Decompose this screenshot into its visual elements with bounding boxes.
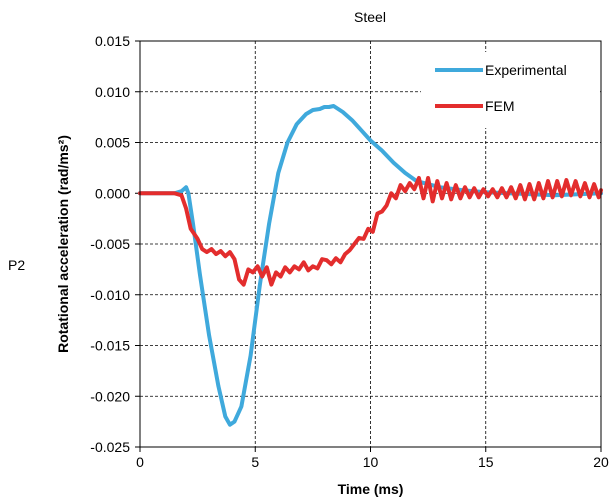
series	[138, 104, 603, 427]
y-tick-label: -0.020	[90, 388, 130, 404]
tick-labels: 0.015 0.010 0.005 0.000 -0.005 -0.010 -0.015 -0…	[90, 33, 609, 470]
y-tick-label: 0.005	[95, 135, 130, 151]
x-tick-label: 15	[478, 454, 494, 470]
x-tick-label: 10	[363, 454, 379, 470]
x-tick-label: 20	[593, 454, 609, 470]
y-tick-label: -0.015	[90, 338, 130, 354]
y-tick-label: -0.005	[90, 236, 130, 252]
y-axis-title: Rotational acceleration (rad/ms²)	[55, 135, 71, 353]
y-tick-label: 0.015	[95, 33, 130, 49]
x-tick-label: 0	[136, 454, 144, 470]
legend-box	[421, 52, 599, 128]
series-line-fem	[138, 176, 603, 287]
legend-label: FEM	[485, 98, 515, 114]
plot-frame	[139, 40, 602, 448]
side-label: P2	[8, 257, 25, 273]
chart-title: Steel	[354, 9, 386, 25]
legend-label: Experimental	[485, 62, 567, 78]
y-tick-label: 0.010	[95, 84, 130, 100]
y-tick-label: 0.000	[95, 185, 130, 201]
legend: Experimental FEM	[421, 52, 599, 128]
x-tick-label: 5	[251, 454, 259, 470]
y-tick-label: -0.010	[90, 287, 130, 303]
y-tick-label: -0.025	[90, 439, 130, 455]
x-axis-title: Time (ms)	[338, 481, 404, 497]
